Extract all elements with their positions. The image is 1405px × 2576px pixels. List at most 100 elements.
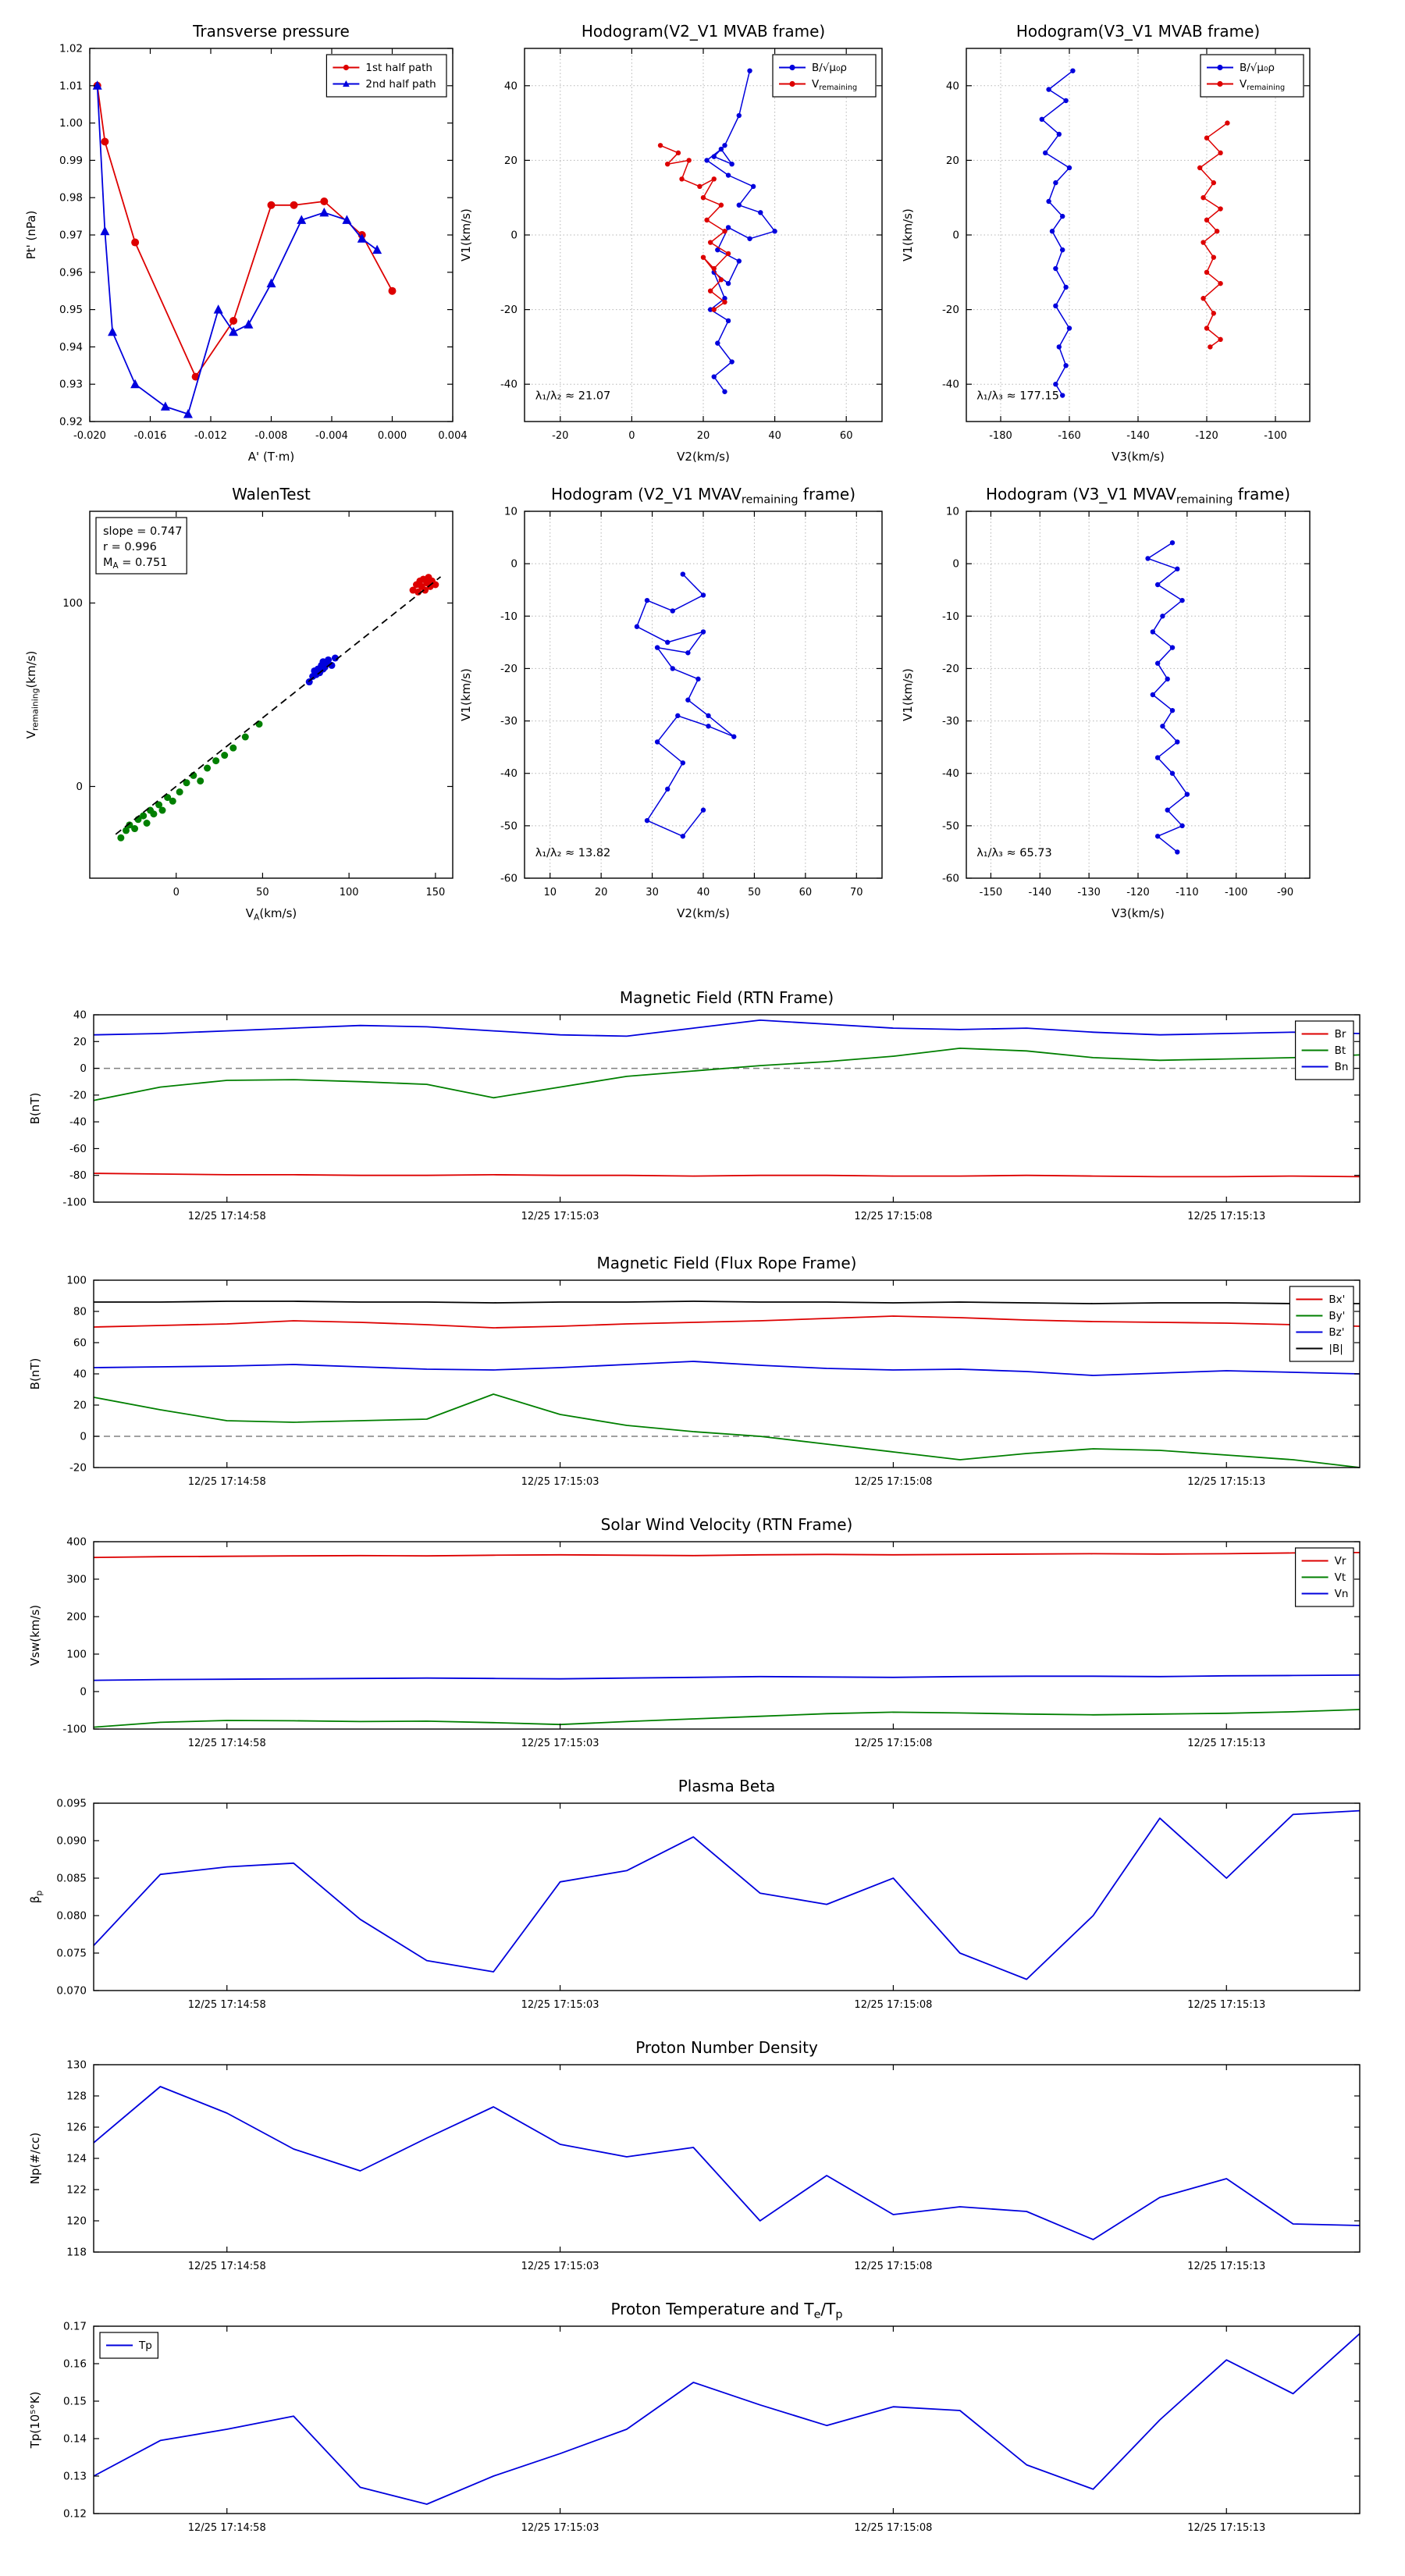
- stats-line: r = 0.996: [103, 541, 157, 553]
- x-tick-label: -0.020: [73, 430, 106, 442]
- y-tick-label: 0.99: [59, 155, 83, 167]
- series-line: [93, 1674, 1361, 1681]
- circle-marker: [1154, 582, 1161, 588]
- circle-marker: [1204, 269, 1210, 275]
- x-tick-label: 12/25 17:14:58: [188, 1211, 266, 1222]
- chart-title: Proton Number Density: [635, 2038, 818, 2057]
- chart-title: Solar Wind Velocity (RTN Frame): [601, 1515, 853, 1534]
- y-axis-label: V1(km/s): [459, 668, 473, 721]
- circle-marker: [1046, 198, 1051, 205]
- y-tick-label: 126: [66, 2122, 87, 2134]
- subplot-hodogram-v2v1-mvav: 10 20 30 40 50 60 70 -60 -50 -40 -30 -20 -10 0 10 Hodog…: [459, 485, 883, 920]
- series-v-remaining-: [1197, 120, 1230, 350]
- x-tick-label: 12/25 17:15:13: [1187, 1476, 1265, 1488]
- circle-marker: [1160, 724, 1165, 729]
- x-tick-label: 0: [628, 430, 635, 442]
- x-tick-label: 12/25 17:15:08: [854, 1738, 932, 1749]
- circle-marker: [1197, 165, 1203, 171]
- x-tick-label: -0.012: [194, 430, 227, 442]
- y-tick-label: 40: [73, 1009, 87, 1022]
- circle-marker: [707, 307, 713, 312]
- chart-title: Magnetic Field (RTN Frame): [620, 988, 834, 1007]
- circle-marker: [117, 834, 125, 841]
- circle-marker: [679, 176, 685, 182]
- x-tick-label: 40: [768, 430, 781, 442]
- circle-marker: [1218, 150, 1223, 156]
- legend-label: 2nd half path: [365, 78, 436, 91]
- series-line: [93, 1019, 1361, 1037]
- chart-title: Hodogram(V3_V1 MVAB frame): [1016, 22, 1260, 41]
- y-tick-label: -60: [500, 873, 518, 885]
- circle-marker: [1165, 676, 1170, 682]
- circle-marker: [158, 806, 166, 814]
- x-axis-label: A' (T·m): [248, 450, 294, 464]
- y-axis-label: V1(km/s): [459, 208, 473, 262]
- circle-marker: [1145, 556, 1151, 561]
- series-br: [93, 1172, 1361, 1178]
- x-tick-label: 150: [425, 887, 445, 898]
- circle-marker: [1056, 131, 1062, 137]
- series-line: [93, 1809, 1361, 1980]
- x-tick-label: 12/25 17:15:03: [521, 2261, 599, 2272]
- circle-marker: [789, 80, 795, 87]
- y-axis-label: βp: [28, 1891, 44, 1904]
- axes-frame: [93, 1014, 1361, 1203]
- circle-marker: [665, 639, 670, 646]
- circle-marker: [706, 724, 711, 729]
- y-tick-label: 0.15: [63, 2396, 87, 2408]
- circle-marker: [654, 645, 660, 650]
- plot-background: [94, 1280, 1360, 1468]
- y-axis-label: Vremaining(km/s): [24, 651, 40, 739]
- y-tick-label: -40: [500, 767, 518, 780]
- chart-title: Hodogram (V3_V1 MVAVremaining frame): [986, 485, 1290, 506]
- circle-marker: [789, 64, 795, 71]
- circle-marker: [1211, 254, 1217, 260]
- x-tick-label: 60: [799, 887, 813, 898]
- legend-label: Bt: [1335, 1044, 1346, 1057]
- y-tick-label: 0: [80, 1062, 87, 1075]
- circle-marker: [267, 201, 276, 209]
- y-tick-label: -40: [69, 1116, 87, 1129]
- circle-marker: [229, 316, 238, 325]
- x-tick-label: 12/25 17:14:58: [188, 1476, 266, 1488]
- series-line: [636, 574, 735, 838]
- y-tick-label: 0: [510, 229, 518, 242]
- circle-marker: [1060, 393, 1065, 398]
- series-plasma-beta-0: [93, 1809, 1361, 1980]
- y-tick-label: 0: [952, 558, 959, 571]
- x-tick-label: 12/25 17:14:58: [188, 2522, 266, 2534]
- legend-label: By': [1329, 1310, 1345, 1322]
- circle-marker: [722, 229, 727, 234]
- y-tick-label: 1.02: [59, 43, 83, 55]
- circle-marker: [747, 236, 752, 241]
- circle-marker: [1053, 303, 1058, 309]
- circle-marker: [1063, 363, 1069, 368]
- series-b-----: [1039, 68, 1076, 398]
- y-tick-label: 0.075: [56, 1948, 87, 1960]
- x-tick-label: 12/25 17:14:58: [188, 1738, 266, 1749]
- circle-marker: [1200, 240, 1206, 245]
- axes-frame: [93, 1541, 1361, 1730]
- circle-marker: [654, 739, 660, 745]
- circle-marker: [1053, 180, 1058, 186]
- legend-label: B/√μ₀ρ: [812, 62, 847, 74]
- series-2nd-half-path: [92, 80, 382, 418]
- circle-marker: [164, 794, 172, 802]
- y-tick-label: -20: [69, 1462, 87, 1475]
- circle-marker: [729, 161, 735, 167]
- legend-label: Vremaining: [1240, 78, 1285, 92]
- circle-marker: [670, 666, 675, 671]
- series-line: [93, 1709, 1361, 1728]
- x-tick-label: 12/25 17:15:08: [854, 1999, 932, 2011]
- x-tick-label: 12/25 17:15:13: [1187, 1738, 1265, 1749]
- x-tick-label: 60: [840, 430, 853, 442]
- subplot-b-rtn: 12/25 17:14:58 12/25 17:15:03 12/25 17:15:…: [28, 988, 1361, 1222]
- circle-marker: [1060, 213, 1065, 219]
- y-tick-label: -40: [500, 379, 518, 391]
- y-axis-label: Vsw(km/s): [28, 1605, 42, 1666]
- x-tick-label: -120: [1195, 430, 1218, 442]
- circle-marker: [1218, 336, 1223, 343]
- circle-marker: [1208, 344, 1213, 350]
- y-tick-label: -30: [942, 715, 959, 728]
- subplot-hodogram-v3v1-mvab: -180 -160 -140 -120 -100 -40 -20 0 20 40 Hodogram(…: [901, 22, 1311, 464]
